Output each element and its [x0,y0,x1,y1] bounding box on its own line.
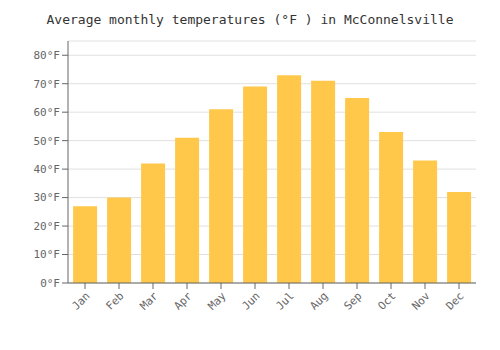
svg-text:Feb: Feb [103,289,126,312]
html-text:Average monthly temperatures (: Average monthly temperatures (°F ) in Mc… [46,12,454,27]
svg-text:Sep: Sep [341,289,364,312]
svg-text:60°F: 60°F [34,106,61,119]
svg-text:0°F: 0°F [40,277,60,290]
svg-text:10°F: 10°F [34,248,61,261]
svg-text:40°F: 40°F [34,163,61,176]
svg-text:20°F: 20°F [34,220,61,233]
svg-text:50°F: 50°F [34,135,61,148]
svg-text:Nov: Nov [409,289,433,313]
svg-text:May: May [205,289,229,313]
svg-text:Jun: Jun [239,289,262,312]
svg-text:Jan: Jan [69,289,92,312]
svg-text:Dec: Dec [443,289,466,312]
svg-text:Mar: Mar [137,289,161,313]
svg-text:70°F: 70°F [34,78,61,91]
svg-text:Oct: Oct [375,289,398,312]
svg-text:80°F: 80°F [34,49,61,62]
svg-text:Aug: Aug [307,289,330,312]
svg-text:30°F: 30°F [34,191,61,204]
svg-text:Apr: Apr [171,289,195,313]
svg-text:Jul: Jul [273,289,296,312]
